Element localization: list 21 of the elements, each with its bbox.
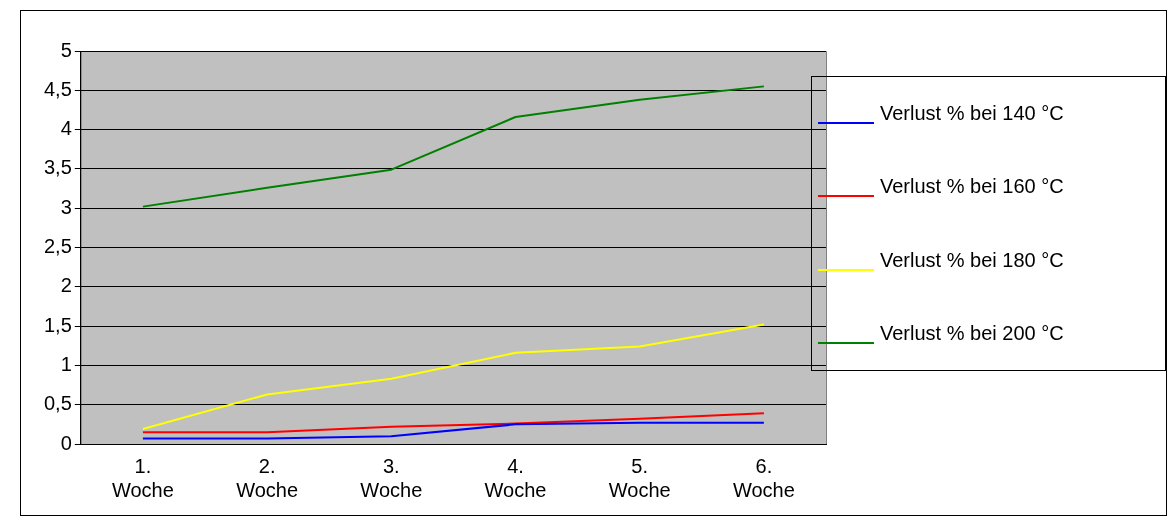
y-tick-label: 0,5 — [43, 392, 72, 415]
x-tick-label: 6. Woche — [732, 454, 795, 501]
y-tick-label: 4 — [60, 117, 72, 140]
y-tick-label: 2,5 — [43, 235, 72, 258]
x-tick-label: 1. Woche — [111, 454, 174, 501]
y-tick-label: 2 — [60, 274, 72, 297]
y-tick-label: 3,5 — [43, 156, 72, 179]
y-tick-label: 4,5 — [43, 77, 72, 100]
x-tick-label: 4. Woche — [484, 454, 547, 501]
y-tick-label: 1 — [60, 352, 72, 375]
y-tick-label: 1,5 — [43, 313, 72, 336]
x-tick-label: 5. Woche — [608, 454, 671, 501]
y-tick-label: 0 — [60, 431, 72, 454]
y-tick-label: 5 — [60, 38, 72, 61]
x-tick-label: 2. Woche — [236, 454, 299, 501]
y-tick-label: 3 — [60, 195, 72, 218]
x-tick-label: 3. Woche — [360, 454, 423, 501]
legend-label: Verlust % bei 200 °C — [880, 321, 1064, 345]
legend-label: Verlust % bei 160 °C — [880, 175, 1064, 199]
legend-label: Verlust % bei 140 °C — [880, 102, 1064, 126]
legend-label: Verlust % bei 180 °C — [880, 248, 1064, 272]
